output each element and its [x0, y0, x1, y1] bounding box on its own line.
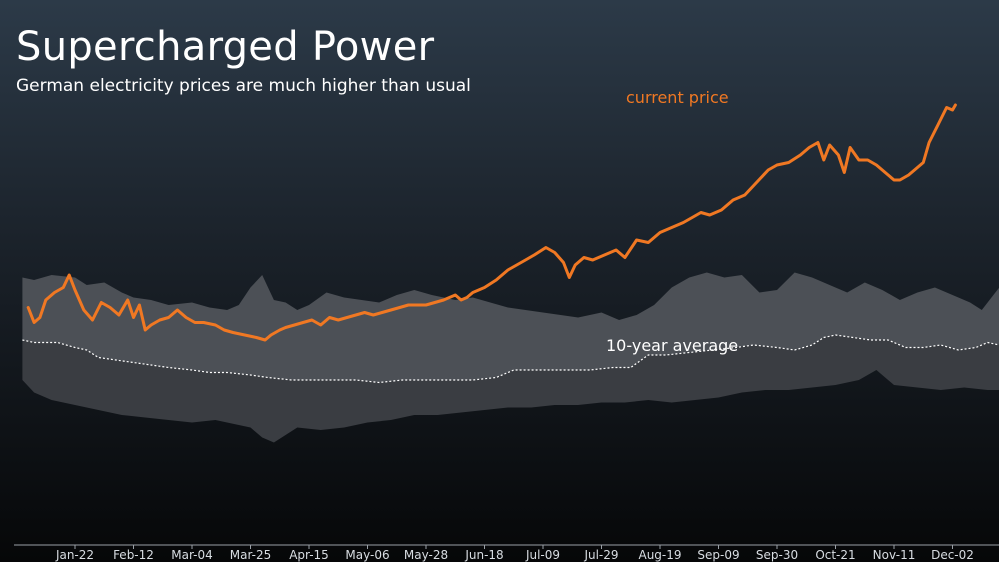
current-price-line	[26, 103, 957, 342]
x-tick-label: Jul-29	[583, 548, 618, 562]
x-tick-label: Aug-19	[638, 548, 681, 562]
range-band-lower	[22, 335, 999, 443]
x-tick-label: Apr-15	[289, 548, 329, 562]
x-tick-label: Mar-25	[230, 548, 271, 562]
x-tick-label: Nov-11	[873, 548, 916, 562]
x-tick-label: Jul-09	[525, 548, 560, 562]
range-band-upper	[22, 272, 999, 383]
ten-year-average-line	[22, 334, 999, 384]
x-tick-label: Sep-09	[697, 548, 739, 562]
x-tick-label: Dec-02	[931, 548, 974, 562]
chart-subtitle: German electricity prices are much highe…	[16, 76, 471, 96]
chart-title: Supercharged Power	[16, 24, 435, 70]
historical-range-band	[22, 272, 999, 443]
x-tick-label: Oct-21	[815, 548, 855, 562]
x-axis: Jan-22 Feb-12 Mar-04 Mar-25 Apr-15 May-06 May-…	[55, 545, 974, 562]
x-tick-label: Mar-04	[171, 548, 212, 562]
x-tick-label: May-28	[404, 548, 448, 562]
x-tick-label: May-06	[345, 548, 389, 562]
x-tick-label: Feb-12	[113, 548, 154, 562]
x-tick-label: Jun-18	[464, 548, 503, 562]
x-tick-label: Sep-30	[756, 548, 798, 562]
x-tick-label: Jan-22	[55, 548, 94, 562]
current-price-label: current price	[626, 88, 729, 107]
ten-year-average-label: 10-year average	[606, 336, 738, 355]
